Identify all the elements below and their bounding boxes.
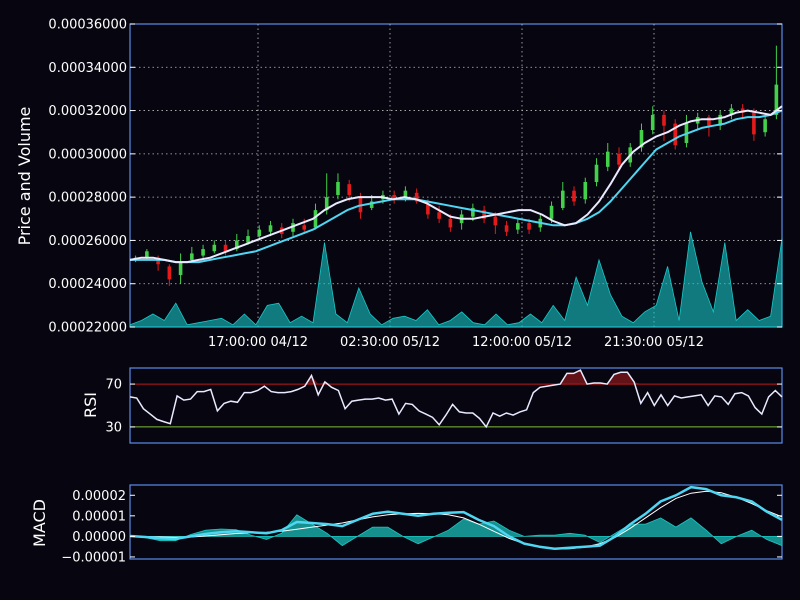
candle-body (605, 151, 610, 167)
price-ytick-label: 0.00028000 (48, 191, 127, 206)
candle-body (302, 225, 307, 230)
macd-panel-frame (129, 484, 783, 560)
rsi-panel-frame (129, 367, 783, 444)
candle-body (403, 190, 408, 198)
candle-body (156, 257, 160, 265)
candle-body (763, 119, 767, 133)
candle-body (145, 251, 149, 258)
macd-ytick-label: −0.00001 (61, 550, 126, 565)
candle-body (437, 212, 441, 219)
rsi-overbought-fill (130, 370, 782, 385)
candle-body (774, 84, 779, 115)
macd-lines (129, 485, 783, 550)
candle-body (752, 112, 756, 135)
candle-body (291, 223, 295, 232)
candle-body (471, 207, 475, 217)
price-y-ticks: 0.00022000 0.00024000 0.00026000 0.00028000… (48, 18, 782, 336)
candle-body (369, 201, 374, 208)
price-ytick-label: 0.00032000 (48, 104, 127, 119)
candle-body (167, 266, 172, 280)
candle-body (336, 181, 340, 195)
candle-body (504, 225, 509, 232)
candle-body (268, 225, 273, 232)
price-ytick-label: 0.00034000 (48, 61, 127, 76)
rsi-lines (129, 369, 783, 429)
candle-body (718, 114, 722, 126)
moving-averages (129, 105, 783, 264)
candle-body (482, 210, 486, 219)
rsi-ylabel: RSI (81, 392, 100, 418)
candle-body (448, 218, 453, 228)
candle-body (234, 240, 239, 250)
candle-body (324, 197, 329, 211)
candle-body (572, 190, 576, 202)
macd-line (129, 485, 783, 550)
candle-body (493, 216, 498, 226)
price-ytick-label: 0.00036000 (48, 18, 127, 33)
macd-signal-line (129, 490, 783, 550)
price-ytick-label: 0.00024000 (48, 277, 127, 292)
candle-body (549, 205, 554, 219)
candle-body (516, 223, 520, 230)
candle-body (190, 253, 194, 260)
price-xtick-label: 12:00:00 05/12 (472, 335, 572, 350)
candle-body (246, 236, 250, 243)
macd-y-ticks: −0.00001 0.00000 0.00001 0.00002 (61, 489, 782, 565)
candle-body (257, 229, 262, 237)
candle-body (313, 210, 318, 228)
macd-histogram-area (129, 514, 783, 547)
price-ytick-label: 0.00022000 (48, 321, 127, 336)
price-ytick-label: 0.00030000 (48, 147, 127, 162)
candle-body (617, 153, 621, 165)
candle-body (639, 130, 644, 148)
volume-area (129, 231, 783, 328)
candle-body (673, 123, 678, 146)
rsi-line (129, 369, 783, 429)
rsi-y-ticks: 30 70 (105, 378, 782, 435)
candle-body (707, 117, 711, 126)
candle-body (414, 192, 419, 202)
candle-body (201, 249, 205, 256)
price-ytick-label: 0.00026000 (48, 234, 127, 249)
price-xtick-label: 21:30:00 05/12 (604, 335, 704, 350)
candle-body (223, 244, 228, 252)
candle-body (583, 181, 588, 200)
macd-ytick-label: 0.00000 (72, 530, 126, 545)
candle-body (392, 194, 396, 200)
candle-body (527, 223, 531, 230)
macd-panel: −0.00001 0.00000 0.00001 0.00002 MACD (30, 484, 783, 565)
candle-body (212, 244, 217, 252)
price-xtick-label: 17:00:00 04/12 (208, 335, 308, 350)
macd-ylabel: MACD (30, 499, 49, 547)
rsi-panel: 30 70 RSI (81, 367, 783, 444)
candle-body (560, 190, 565, 208)
volume-area-fill (129, 231, 783, 328)
candle-body (662, 114, 666, 126)
price-ylabel: Price and Volume (15, 107, 34, 246)
ma-fast-line (129, 105, 783, 264)
rsi-ytick-label: 30 (105, 420, 122, 435)
macd-ytick-label: 0.00002 (72, 489, 126, 504)
candle-body (594, 164, 599, 182)
candle-body (650, 114, 655, 131)
price-x-ticks: 17:00:00 04/12 02:30:00 05/12 12:00:00 05/… (208, 335, 704, 350)
candle-body (426, 203, 430, 215)
rsi-ytick-label: 70 (105, 378, 122, 393)
macd-ytick-label: 0.00001 (72, 509, 126, 524)
ma-slow-line (130, 109, 783, 264)
candle-body (729, 108, 734, 115)
price-panel: 0.00022000 0.00024000 0.00026000 0.00028000… (15, 18, 783, 350)
price-grid (130, 24, 782, 327)
price-xtick-label: 02:30:00 05/12 (340, 335, 440, 350)
candle-body (347, 184, 352, 195)
candle-body (178, 262, 183, 276)
